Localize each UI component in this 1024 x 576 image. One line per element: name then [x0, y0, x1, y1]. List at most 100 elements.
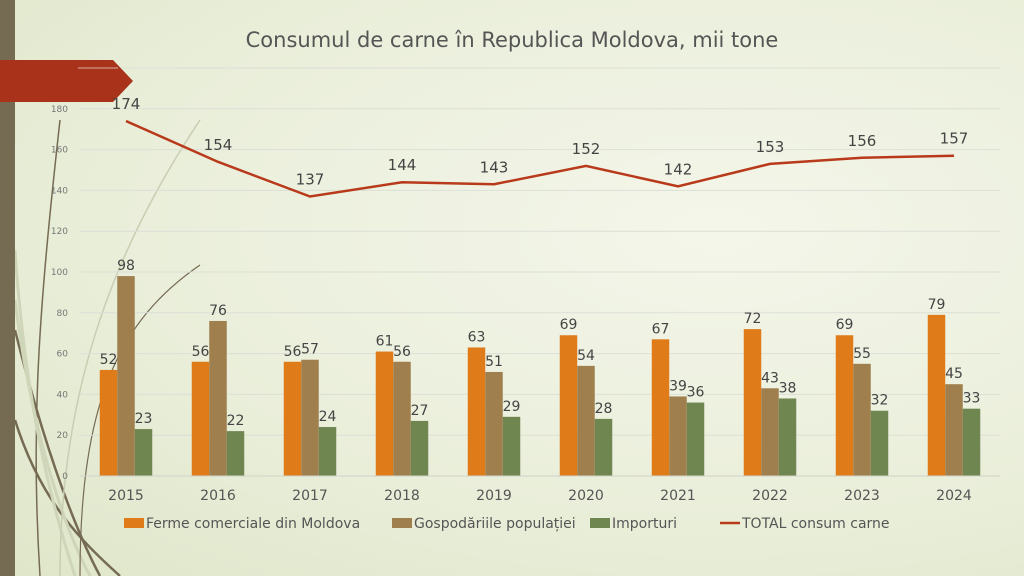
data-label: 32: [871, 393, 889, 409]
bar-gospod-riile-popula-iei-2021: [669, 396, 687, 476]
bar-importuri-2019: [502, 416, 521, 476]
bar-ferme-comerciale-din-moldova-2021: [651, 339, 670, 476]
data-label: 79: [928, 297, 946, 313]
bar-ferme-comerciale-din-moldova-2015: [99, 369, 118, 476]
bar-importuri-2015: [134, 429, 153, 476]
chart-title: Consumul de carne în Republica Moldova, …: [245, 28, 779, 52]
y-tick-label: 0: [62, 472, 68, 482]
y-tick-label: 20: [57, 431, 69, 441]
bar-gospod-riile-popula-iei-2017: [301, 359, 319, 476]
bar-importuri-2016: [226, 431, 245, 476]
line-data-label: 137: [296, 171, 325, 189]
line-data-label: 144: [388, 156, 417, 174]
y-tick-label: 120: [51, 227, 68, 237]
bar-importuri-2023: [870, 410, 889, 476]
data-label: 56: [192, 344, 210, 360]
y-tick-label: 80: [57, 309, 69, 319]
legend-label: Gospodăriile populației: [414, 516, 576, 532]
bar-gospod-riile-popula-iei-2015: [117, 276, 135, 476]
bar-gospod-riile-popula-iei-2023: [853, 363, 871, 476]
y-tick-label: 180: [51, 105, 68, 115]
bar-importuri-2018: [410, 420, 429, 476]
y-tick-label: 40: [57, 390, 69, 400]
left-accent-bar: [0, 0, 15, 576]
legend-swatch: [392, 518, 412, 528]
data-label: 45: [945, 366, 963, 382]
bar-ferme-comerciale-din-moldova-2017: [283, 361, 302, 476]
legend-label: TOTAL consum carne: [741, 516, 890, 532]
bar-gospod-riile-popula-iei-2020: [577, 365, 595, 476]
bar-gospod-riile-popula-iei-2024: [945, 384, 963, 476]
bar-importuri-2021: [686, 402, 705, 476]
line-data-label: 156: [848, 132, 877, 150]
data-label: 27: [411, 403, 429, 419]
x-tick-label: 2024: [936, 488, 972, 504]
data-label: 24: [319, 409, 337, 425]
x-tick-label: 2021: [660, 488, 696, 504]
y-tick-label: 60: [57, 350, 69, 360]
data-label: 69: [560, 317, 578, 333]
line-data-label: 153: [756, 138, 785, 156]
data-label: 52: [100, 352, 118, 368]
x-tick-label: 2016: [200, 488, 236, 504]
legend-label: Importuri: [612, 516, 677, 532]
line-data-label: 142: [664, 160, 693, 178]
data-label: 51: [485, 354, 503, 370]
bar-ferme-comerciale-din-moldova-2019: [467, 347, 486, 476]
bar-gospod-riile-popula-iei-2016: [209, 320, 227, 476]
data-label: 36: [687, 385, 705, 401]
data-label: 33: [963, 391, 981, 407]
line-data-label: 152: [572, 140, 601, 158]
legend-swatch: [124, 518, 144, 528]
y-tick-label: 160: [51, 146, 68, 156]
line-data-label: 157: [940, 130, 969, 148]
bar-ferme-comerciale-din-moldova-2023: [835, 335, 854, 476]
bar-ferme-comerciale-din-moldova-2020: [559, 335, 578, 476]
x-tick-label: 2018: [384, 488, 420, 504]
bar-ferme-comerciale-din-moldova-2022: [743, 329, 762, 476]
data-label: 61: [376, 334, 394, 350]
decorative-curve: [13, 249, 77, 576]
bar-importuri-2024: [962, 408, 981, 476]
data-label: 55: [853, 346, 871, 362]
x-tick-label: 2020: [568, 488, 604, 504]
data-label: 23: [135, 411, 153, 427]
data-label: 43: [761, 370, 779, 386]
data-label: 63: [468, 329, 486, 345]
decorative-curve: [35, 119, 61, 576]
data-label: 57: [301, 342, 319, 358]
legend-label: Ferme comerciale din Moldova: [146, 516, 360, 532]
x-tick-label: 2022: [752, 488, 788, 504]
line-data-label: 154: [204, 136, 233, 154]
bar-importuri-2022: [778, 398, 797, 476]
data-label: 56: [284, 344, 302, 360]
y-tick-label: 100: [51, 268, 68, 278]
title-banner: [0, 60, 133, 102]
data-label: 38: [779, 380, 797, 396]
line-data-label: 174: [112, 95, 141, 113]
data-label: 22: [227, 413, 245, 429]
bar-gospod-riile-popula-iei-2022: [761, 388, 779, 476]
bar-gospod-riile-popula-iei-2019: [485, 371, 503, 476]
data-label: 39: [669, 378, 687, 394]
x-tick-label: 2019: [476, 488, 512, 504]
bar-gospod-riile-popula-iei-2018: [393, 361, 411, 476]
line-total-consum-carne: [125, 119, 955, 198]
bar-importuri-2020: [594, 418, 613, 476]
x-tick-label: 2023: [844, 488, 880, 504]
data-label: 29: [503, 399, 521, 415]
data-label: 69: [836, 317, 854, 333]
line-data-label: 143: [480, 158, 509, 176]
bar-ferme-comerciale-din-moldova-2024: [927, 314, 946, 476]
x-tick-label: 2017: [292, 488, 328, 504]
data-label: 54: [577, 348, 595, 364]
data-label: 98: [117, 258, 135, 274]
decorative-curve: [13, 299, 92, 576]
data-label: 56: [393, 344, 411, 360]
bar-importuri-2017: [318, 427, 337, 476]
bar-ferme-comerciale-din-moldova-2016: [191, 361, 210, 476]
data-label: 28: [595, 401, 613, 417]
legend-swatch: [590, 518, 610, 528]
bar-ferme-comerciale-din-moldova-2018: [375, 351, 394, 476]
